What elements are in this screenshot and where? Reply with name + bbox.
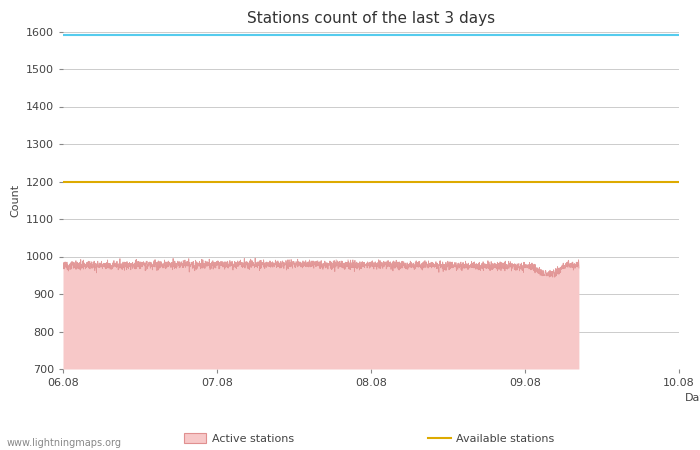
Y-axis label: Count: Count (10, 184, 20, 217)
Title: Stations count of the last 3 days: Stations count of the last 3 days (247, 11, 495, 26)
Legend: Active stations, Highest count of active stations ever, Available stations: Active stations, Highest count of active… (179, 429, 559, 450)
Text: www.lightningmaps.org: www.lightningmaps.org (7, 438, 122, 448)
Text: Day: Day (685, 392, 700, 403)
